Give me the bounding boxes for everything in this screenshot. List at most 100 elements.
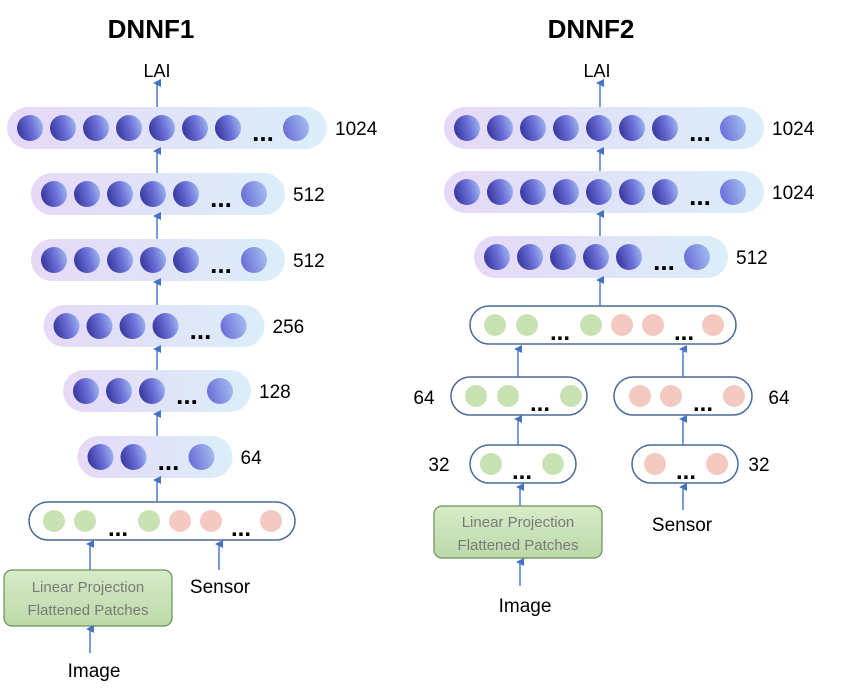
ellipsis: ...: [676, 458, 696, 485]
hidden-node: [53, 313, 80, 339]
pink-node: [169, 510, 191, 532]
hidden-node: [720, 115, 746, 141]
units-label: 256: [273, 317, 305, 338]
green-node: [480, 453, 502, 475]
hidden-node: [173, 181, 199, 207]
hidden-node: [484, 244, 510, 270]
green-node: [497, 385, 519, 407]
dnnf2-projection-box: Linear Projection Flattened Patches: [433, 505, 603, 559]
units-label: 512: [293, 185, 325, 206]
ellipsis: ...: [689, 181, 711, 211]
green-node: [484, 314, 506, 336]
dnnf1-hidden-layer-5: ... 128: [63, 370, 291, 412]
dnnf1-image-label: Image: [68, 661, 121, 682]
dnnf2-image-branch-32: ... 32: [428, 444, 577, 485]
hidden-node: [652, 115, 678, 141]
pink-node: [611, 314, 633, 336]
green-node: [560, 385, 582, 407]
dnnf2-sensor-branch-32: ... 32: [631, 444, 770, 485]
hidden-node: [83, 115, 109, 141]
dnnf1-hidden-layer-6: ... 64: [77, 436, 263, 478]
ellipsis: ...: [653, 246, 675, 276]
ellipsis: ...: [108, 515, 128, 542]
hidden-node: [87, 444, 114, 470]
hidden-node: [139, 378, 165, 404]
dnnf2-sensor-label: Sensor: [652, 515, 713, 536]
ellipsis: ...: [252, 117, 274, 147]
hidden-node: [41, 247, 67, 273]
dnnf2-hidden-layer-2: ... 1024: [444, 171, 815, 213]
dnnf1-hidden-layer-3: ... 512: [31, 239, 325, 281]
ellipsis: ...: [530, 390, 550, 417]
layer-pill: [77, 436, 233, 478]
hidden-node: [149, 115, 175, 141]
pink-node: [706, 453, 728, 475]
dnnf1-hidden-layer-4: ... 256: [43, 305, 305, 347]
ellipsis: ...: [231, 515, 251, 542]
dnnf2-hidden-layer-1: ... 1024: [444, 107, 815, 149]
green-node: [43, 510, 65, 532]
pink-node: [702, 314, 724, 336]
pink-node: [642, 314, 664, 336]
hidden-node: [283, 115, 309, 141]
hidden-node: [553, 179, 579, 205]
hidden-node: [116, 115, 142, 141]
hidden-node: [152, 313, 179, 339]
units-label: 512: [293, 251, 325, 272]
hidden-node: [41, 181, 67, 207]
units-label: 64: [413, 388, 435, 409]
ellipsis: ...: [674, 319, 694, 346]
dnnf2-image-label: Image: [499, 596, 552, 617]
pink-node: [723, 385, 745, 407]
hidden-node: [586, 179, 612, 205]
units-label: 64: [768, 388, 790, 409]
hidden-node: [140, 247, 166, 273]
hidden-node: [619, 179, 645, 205]
hidden-node: [188, 444, 215, 470]
units-label: 1024: [772, 183, 815, 204]
hidden-node: [215, 115, 241, 141]
green-node: [465, 385, 487, 407]
hidden-node: [207, 378, 233, 404]
hidden-node: [106, 378, 132, 404]
dnnf1-title: DNNF1: [108, 14, 195, 44]
pink-node: [644, 453, 666, 475]
dnnf1-input-pill: [28, 501, 296, 541]
units-label: 1024: [772, 119, 815, 140]
green-node: [516, 314, 538, 336]
projection-line-2: Flattened Patches: [458, 537, 579, 554]
ellipsis: ...: [176, 380, 198, 410]
dnnf2-title: DNNF2: [548, 14, 635, 44]
ellipsis: ...: [210, 183, 232, 213]
hidden-node: [520, 115, 546, 141]
units-label: 128: [259, 382, 291, 403]
hidden-node: [454, 179, 480, 205]
units-label: 1024: [335, 119, 378, 140]
hidden-node: [173, 247, 199, 273]
hidden-node: [140, 181, 166, 207]
hidden-node: [50, 115, 76, 141]
dnnf2-arrows: [514, 79, 687, 586]
units-label: 64: [241, 448, 263, 469]
hidden-node: [684, 244, 710, 270]
hidden-node: [220, 313, 247, 339]
hidden-node: [73, 378, 99, 404]
hidden-node: [720, 179, 746, 205]
dnnf1-panel: DNNF1 LAI ... 1024... 512... 512... 256... 12…: [3, 14, 378, 682]
dnnf1-hidden-layer-1: ... 1024: [7, 107, 378, 149]
dnnf2-panel: DNNF2 LAI ... 1024... 1024... 512 ... ... .…: [413, 14, 814, 617]
dnnf2-hidden-layer-3: ... 512: [474, 236, 768, 278]
hidden-node: [454, 115, 480, 141]
dnnf1-projection-box: Linear Projection Flattened Patches: [3, 569, 173, 627]
dnnf1-arrows: [86, 79, 223, 653]
green-node: [138, 510, 160, 532]
dnnf2-image-branch-64: ... 64: [413, 376, 588, 417]
ellipsis: ...: [190, 315, 212, 345]
dnnf2-concat-pill: [469, 305, 737, 345]
dnnf2-sensor-branch-64: ... 64: [613, 376, 790, 417]
hidden-node: [107, 181, 133, 207]
units-label: 32: [428, 455, 449, 476]
green-node: [542, 453, 564, 475]
dnnf1-output-label: LAI: [143, 61, 170, 81]
